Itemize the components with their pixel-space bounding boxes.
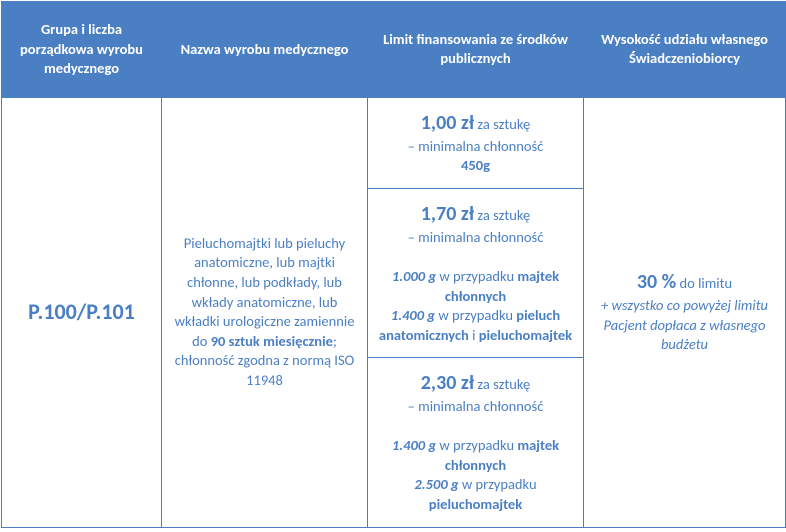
tier3-t2a: w przypadku <box>459 475 537 493</box>
header-col1: Grupa i liczba porządkowa wyrobu medyczn… <box>2 2 162 98</box>
tier1-per: za sztukę <box>474 115 530 133</box>
header-col4: Wysokość udziału własnego Świadczeniobio… <box>584 2 786 98</box>
cell-tier-3: 2,30 zł za sztukę – minimalna chłonność … <box>368 358 584 527</box>
header-col2: Nazwa wyrobu medycznego <box>162 2 368 98</box>
tier2-per: za sztukę <box>474 206 530 224</box>
cell-product-name: Pieluchomajtki lub pieluchy anatomiczne,… <box>162 97 368 527</box>
tier3-g2: 2.500 g <box>414 475 458 493</box>
tier2-price: 1,70 zł <box>421 202 474 226</box>
tier2-t1a: w przypadku <box>436 267 517 285</box>
tier2-g1: 1.000 g <box>392 267 436 285</box>
tier2-and: i <box>469 326 479 344</box>
tier2-label: – minimalna chłonność <box>408 228 544 246</box>
tier3-price: 2,30 zł <box>421 371 474 395</box>
tier2-t2a: w przypadku <box>435 306 516 324</box>
share-pct: 30 % <box>637 270 676 294</box>
tier1-val: 450g <box>461 156 490 174</box>
cell-tier-1: 1,00 zł za sztukę – minimalna chłonność … <box>368 97 584 188</box>
tier3-label: – minimalna chłonność <box>408 397 544 415</box>
tier2-g2: 1.400 g <box>391 306 435 324</box>
tier1-price: 1,00 zł <box>421 111 474 135</box>
tier3-t1a: w przypadku <box>436 436 517 454</box>
product-code: P.100/P.101 <box>28 298 135 325</box>
tier3-g1: 1.400 g <box>392 436 436 454</box>
cell-share: 30 % do limitu + wszystko co powyżej lim… <box>584 97 786 527</box>
share-note: + wszystko co powyżej limitu Pacjent dop… <box>601 296 768 353</box>
product-qty: 90 sztuk miesięcznie <box>211 332 333 350</box>
cell-tier-2: 1,70 zł za sztukę – minimalna chłonność … <box>368 188 584 357</box>
tier3-b2: pieluchomajtek <box>429 495 522 513</box>
share-pct-text: do limitu <box>676 274 732 292</box>
tier2-b3: pieluchomajtek <box>479 326 572 344</box>
table-row: P.100/P.101 Pieluchomajtki lub pieluchy … <box>2 97 786 188</box>
tier3-per: za sztukę <box>474 375 530 393</box>
tier1-label: – minimalna chłonność <box>408 137 544 155</box>
header-row: Grupa i liczba porządkowa wyrobu medyczn… <box>2 2 786 98</box>
financing-table: Grupa i liczba porządkowa wyrobu medyczn… <box>1 1 786 528</box>
cell-code: P.100/P.101 <box>2 97 162 527</box>
header-col3: Limit finansowania ze środków publicznyc… <box>368 2 584 98</box>
